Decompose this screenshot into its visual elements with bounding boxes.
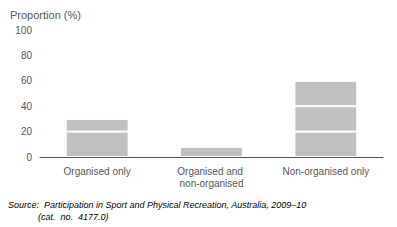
svg-text:100: 100 (15, 25, 32, 36)
svg-text:Organised only: Organised only (64, 166, 131, 177)
svg-text:60: 60 (21, 75, 33, 86)
svg-text:40: 40 (21, 101, 33, 112)
svg-text:Proportion (%): Proportion (%) (10, 9, 81, 21)
svg-text:0: 0 (26, 152, 32, 163)
svg-text:Non-organised only: Non-organised only (282, 166, 369, 177)
svg-text:non-organised: non-organised (180, 178, 244, 189)
svg-text:Source: Participation in Spor: Source: Participation in Sport and Physi… (8, 200, 306, 210)
svg-text:(cat. no. 4177.0): (cat. no. 4177.0) (8, 212, 109, 222)
svg-text:Organised and: Organised and (177, 166, 245, 177)
svg-text:20: 20 (21, 126, 33, 137)
svg-text:80: 80 (21, 50, 33, 61)
